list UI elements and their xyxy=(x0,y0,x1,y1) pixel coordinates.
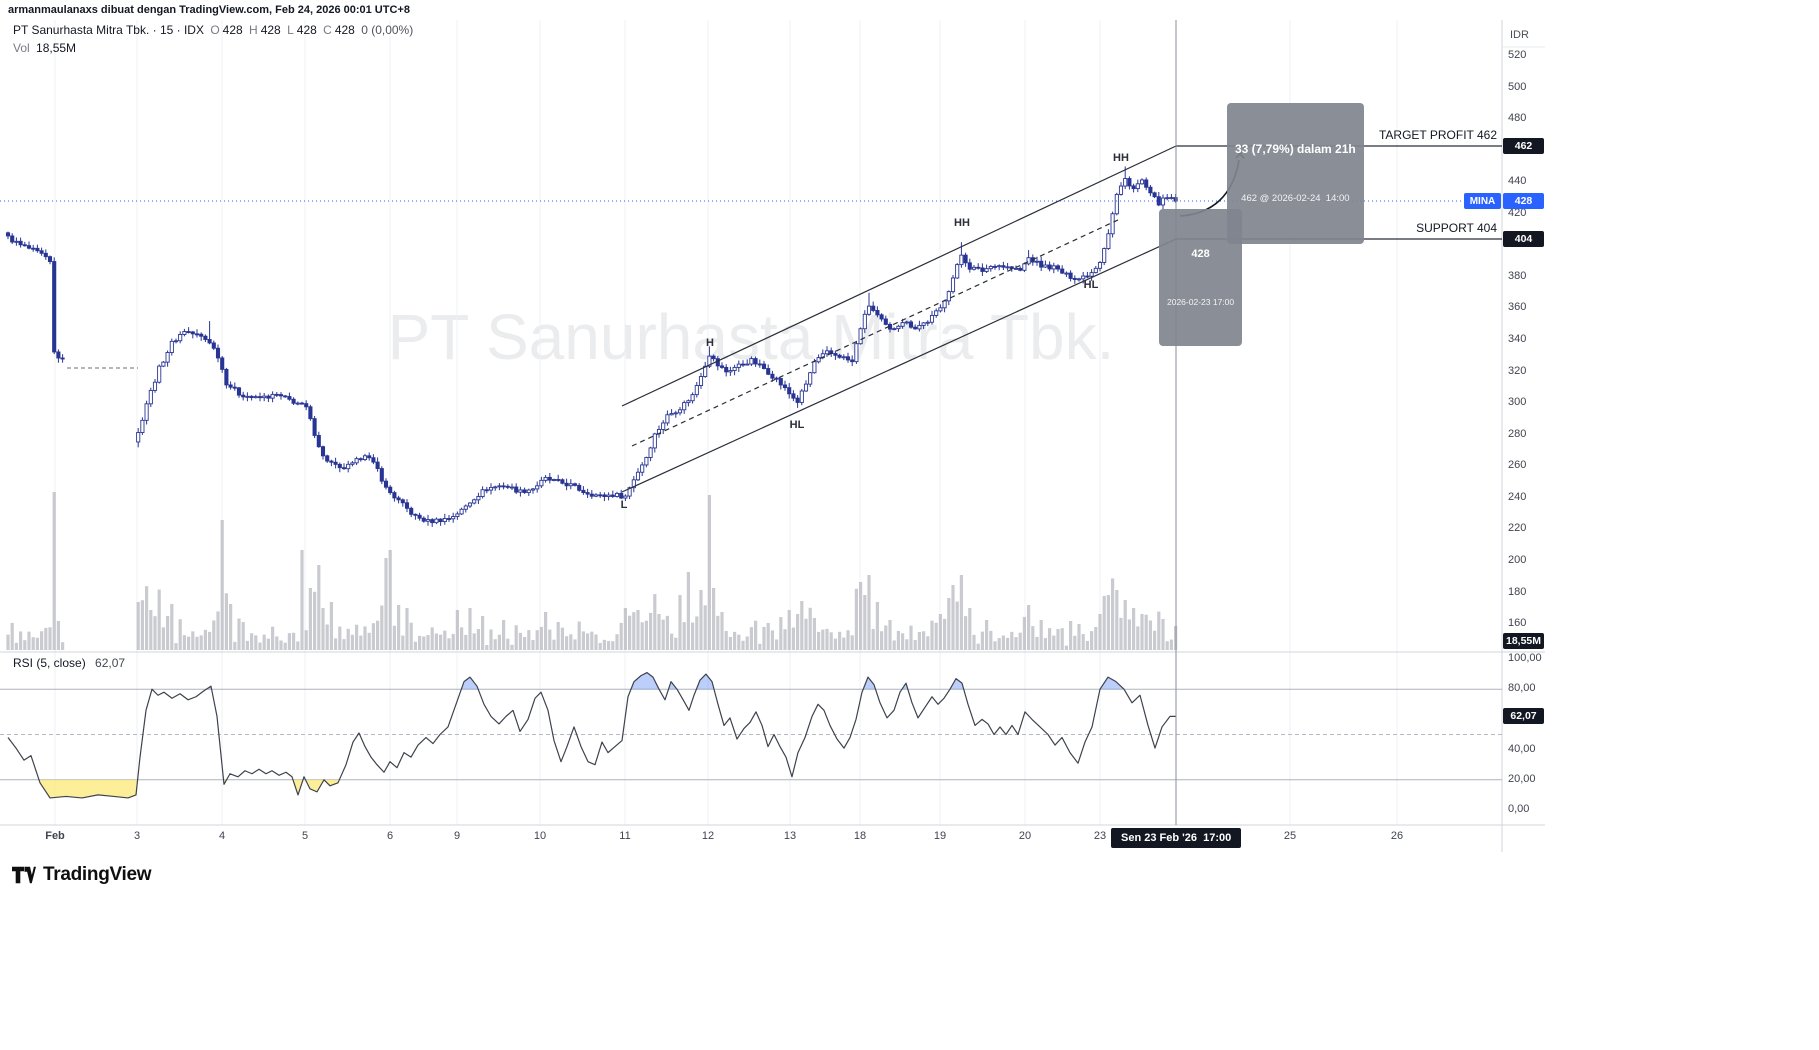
price-axis-label: 420 xyxy=(1508,206,1527,219)
time-axis-label: 23 xyxy=(1093,830,1107,842)
swing-label-h: H xyxy=(706,337,714,349)
open-value: 428 xyxy=(222,23,243,37)
entry-tooltip-datetime: 2026-02-23 17:00 xyxy=(1167,297,1235,307)
projection-tooltip-datetime: 462 @ 2026-02-24 14:00 xyxy=(1241,193,1350,204)
rsi-axis-label: 20,00 xyxy=(1508,772,1536,785)
swing-label-hl: HL xyxy=(789,419,805,431)
rsi-axis-label: 100,00 xyxy=(1508,652,1542,664)
time-axis-label: 6 xyxy=(386,830,394,842)
price-axis-label: 220 xyxy=(1508,522,1527,535)
time-axis[interactable]: Feb 3 4 5 6 9 10 11 12 13 18 19 20 23 25 26 xyxy=(0,825,1502,852)
time-axis-label: 13 xyxy=(783,830,797,842)
tradingview-logo-icon xyxy=(12,866,36,884)
entry-tooltip-price: 428 xyxy=(1191,248,1210,260)
time-axis-label: 10 xyxy=(533,830,547,842)
currency-label: IDR xyxy=(1510,29,1529,41)
tradingview-logo[interactable]: TradingView xyxy=(12,864,152,886)
price-axis-label: 500 xyxy=(1508,80,1527,93)
rsi-value: 62,07 xyxy=(95,656,126,670)
attribution-text: armanmaulanaxs dibuat dengan TradingView… xyxy=(8,4,410,16)
target-profit-text: TARGET PROFIT 462 xyxy=(1378,128,1497,142)
swing-label-hh: HH xyxy=(1113,152,1129,164)
time-axis-label: 18 xyxy=(853,830,867,842)
price-axis-label: 360 xyxy=(1508,301,1527,314)
high-label: H xyxy=(249,23,258,37)
time-axis-label: 4 xyxy=(218,830,226,842)
price-axis-label: 480 xyxy=(1508,112,1527,125)
open-label: O xyxy=(210,23,220,37)
time-axis-label: 9 xyxy=(453,830,461,842)
price-axis-label: 240 xyxy=(1508,490,1527,503)
time-axis-label: 12 xyxy=(701,830,715,842)
price-axis-label: 320 xyxy=(1508,364,1527,377)
rsi-axis-label: 0,00 xyxy=(1508,803,1530,815)
price-axis[interactable]: 5205004804604404204003803603403203002802… xyxy=(1502,20,1545,852)
time-axis-label: 25 xyxy=(1283,830,1297,842)
price-axis-label: 280 xyxy=(1508,427,1527,440)
price-axis-label: 160 xyxy=(1508,617,1527,630)
rsi-value-tag: 62,07 xyxy=(1503,708,1544,724)
volume-tag: 18,55M xyxy=(1503,633,1544,649)
swing-label-l: L xyxy=(620,499,628,511)
price-axis-label: 440 xyxy=(1508,175,1527,188)
time-axis-label: 3 xyxy=(133,830,141,842)
price-axis-label: 520 xyxy=(1508,49,1527,61)
swing-label-hh: HH xyxy=(954,217,970,229)
high-value: 428 xyxy=(260,23,281,37)
swing-label-hl: HL xyxy=(1083,279,1099,291)
rsi-axis-label: 40,00 xyxy=(1508,742,1536,755)
time-axis-label: 11 xyxy=(619,830,631,842)
price-axis-label: 300 xyxy=(1508,396,1527,409)
target-price-tag: 462 xyxy=(1503,138,1544,154)
entry-tooltip: 428 2026-02-23 17:00 xyxy=(1159,209,1243,346)
rsi-label: RSI (5, close) xyxy=(13,656,86,670)
close-value: 428 xyxy=(334,23,355,37)
price-axis-label: 180 xyxy=(1508,585,1527,598)
last-price-tag: 428 xyxy=(1503,193,1544,209)
series-name-tag: MINA xyxy=(1464,193,1501,209)
tradingview-logo-text: TradingView xyxy=(43,864,152,885)
volume-legend[interactable]: Vol 18,55M xyxy=(13,41,79,55)
projection-tooltip: 33 (7,79%) dalam 21h 462 @ 2026-02-24 14… xyxy=(1227,103,1364,244)
low-label: L xyxy=(287,23,294,37)
volume-value: 18,55M xyxy=(36,41,77,55)
time-axis-label: Feb xyxy=(45,830,65,842)
rsi-axis-label: 80,00 xyxy=(1508,682,1536,695)
low-value: 428 xyxy=(296,23,317,37)
support-text: SUPPORT 404 xyxy=(1416,221,1497,235)
change-value: 0 (0,00%) xyxy=(361,23,414,37)
time-axis-label: 20 xyxy=(1018,830,1032,842)
time-axis-label: 5 xyxy=(301,830,309,842)
close-label: C xyxy=(323,23,332,37)
time-axis-label: 26 xyxy=(1390,830,1404,842)
symbol-legend[interactable]: PT Sanurhasta Mitra Tbk. · 15 · IDX O 428… xyxy=(13,23,416,37)
price-axis-label: 380 xyxy=(1508,269,1527,282)
price-axis-label: 340 xyxy=(1508,333,1527,346)
rsi-legend[interactable]: RSI (5, close) 62,07 xyxy=(13,656,125,670)
projection-tooltip-change: 33 (7,79%) dalam 21h xyxy=(1235,142,1356,156)
volume-label: Vol xyxy=(13,41,30,55)
symbol-title: PT Sanurhasta Mitra Tbk. · 15 · IDX xyxy=(13,23,204,37)
price-axis-label: 200 xyxy=(1508,553,1527,566)
price-axis-label: 260 xyxy=(1508,459,1527,472)
time-axis-label: 19 xyxy=(933,830,947,842)
crosshair-time-tag: Sen 23 Feb '26 17:00 xyxy=(1111,828,1242,848)
support-price-tag: 404 xyxy=(1503,231,1544,247)
